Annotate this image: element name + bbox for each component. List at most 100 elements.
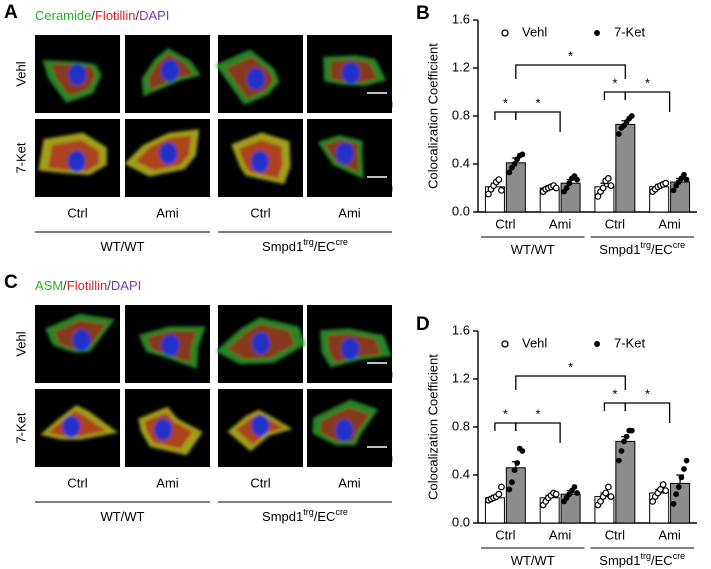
nucleus bbox=[161, 334, 180, 357]
legend-label: Vehl bbox=[522, 24, 547, 39]
data-point bbox=[604, 174, 612, 182]
group-label-part: /EC bbox=[314, 239, 336, 254]
group-label: Smpd1trg/ECcre bbox=[599, 240, 685, 257]
significance-label: * bbox=[503, 95, 508, 110]
panel-letter: C bbox=[4, 272, 18, 293]
significance-bracket bbox=[515, 111, 561, 132]
data-point bbox=[574, 176, 580, 183]
nucleus bbox=[159, 142, 178, 165]
data-point bbox=[506, 169, 513, 176]
group-label-part: Smpd1 bbox=[599, 242, 640, 257]
y-tick-label: 0.8 bbox=[452, 418, 470, 433]
data-point bbox=[509, 479, 515, 486]
data-point bbox=[628, 427, 635, 434]
stain-name: / bbox=[91, 8, 95, 23]
group-label-part: cre bbox=[673, 240, 686, 250]
nucleus bbox=[62, 415, 81, 438]
legend-marker bbox=[501, 29, 509, 37]
data-point bbox=[574, 490, 580, 496]
significance-label: * bbox=[612, 386, 617, 401]
scale-bar-label: 10um bbox=[361, 179, 394, 194]
data-point bbox=[604, 483, 612, 491]
y-tick-label: 1.2 bbox=[452, 59, 470, 74]
cell bbox=[42, 60, 102, 104]
cell bbox=[320, 328, 392, 368]
group-label-part: trg bbox=[303, 507, 314, 517]
legend-marker bbox=[501, 340, 509, 348]
stain-name: DAPI bbox=[139, 8, 169, 23]
data-point bbox=[563, 185, 570, 191]
stain-name: Flotillin bbox=[95, 8, 135, 23]
data-point bbox=[621, 438, 627, 445]
x-tick-label: Ctrl bbox=[605, 216, 625, 231]
x-tick-label: Ami bbox=[549, 527, 572, 542]
group-label-part: cre bbox=[335, 237, 348, 247]
data-point bbox=[552, 490, 560, 498]
significance-label: * bbox=[645, 75, 650, 90]
cell bbox=[124, 129, 200, 177]
x-tick-label: Ctrl bbox=[495, 216, 515, 231]
stain-name: / bbox=[63, 278, 67, 293]
data-point bbox=[566, 180, 573, 187]
cell bbox=[141, 48, 202, 97]
panel-letter: A bbox=[4, 2, 18, 23]
group-label: WT/WT bbox=[511, 553, 555, 568]
nucleus bbox=[160, 59, 179, 82]
column-label: Ctrl bbox=[67, 205, 87, 220]
significance-label: * bbox=[612, 75, 617, 90]
data-point bbox=[495, 176, 503, 184]
data-point bbox=[681, 466, 687, 472]
nucleus bbox=[251, 414, 270, 437]
column-label: Ctrl bbox=[67, 475, 87, 490]
data-point bbox=[552, 184, 560, 192]
nucleus bbox=[68, 63, 87, 86]
group-label-part: Smpd1 bbox=[599, 553, 640, 568]
significance-label: * bbox=[568, 48, 573, 63]
group-label-part: Smpd1 bbox=[262, 239, 303, 254]
significance-bracket bbox=[515, 375, 626, 390]
significance-bracket bbox=[603, 91, 626, 100]
panel-letter: B bbox=[416, 3, 430, 24]
significance-bracket bbox=[494, 111, 517, 120]
data-point bbox=[607, 182, 615, 190]
group-label-part: Smpd1 bbox=[262, 509, 303, 524]
group-label: Smpd1trg/ECcre bbox=[262, 237, 348, 254]
group-label-part: /EC bbox=[314, 509, 336, 524]
significance-bracket bbox=[515, 64, 626, 79]
cell bbox=[231, 132, 291, 185]
data-point bbox=[607, 493, 615, 501]
y-tick-label: 1.6 bbox=[452, 322, 470, 337]
scale-bar-label: 10um bbox=[361, 365, 394, 380]
data-point bbox=[498, 186, 505, 194]
x-tick-label: Ctrl bbox=[495, 527, 515, 542]
group-label-part: WT/WT bbox=[511, 553, 555, 568]
data-point bbox=[659, 481, 667, 489]
column-label: Ami bbox=[156, 205, 179, 220]
group-label-part: WT/WT bbox=[100, 239, 144, 254]
significance-label: * bbox=[535, 95, 540, 110]
group-label-part: /EC bbox=[651, 242, 673, 257]
row-label: Vehl bbox=[13, 331, 28, 356]
x-tick-label: Ami bbox=[658, 527, 681, 542]
column-label: Ami bbox=[156, 475, 179, 490]
legend-label: Vehl bbox=[522, 335, 547, 350]
x-tick-label: Ctrl bbox=[605, 527, 625, 542]
significance-bracket bbox=[494, 422, 517, 431]
y-tick-label: 1.2 bbox=[452, 370, 470, 385]
data-point bbox=[599, 184, 607, 192]
cell bbox=[227, 409, 293, 452]
stain-name: / bbox=[107, 278, 111, 293]
group-label-part: cre bbox=[335, 507, 348, 517]
column-label: Ctrl bbox=[250, 475, 270, 490]
data-point bbox=[623, 433, 630, 440]
cell bbox=[312, 399, 379, 446]
data-point bbox=[571, 484, 578, 490]
x-tick-label: Ami bbox=[658, 216, 681, 231]
data-point bbox=[519, 448, 526, 454]
stain-legend: Ceramide/Flotillin/DAPI bbox=[35, 8, 169, 23]
data-point bbox=[495, 490, 503, 498]
data-point bbox=[675, 484, 682, 490]
group-label-part: WT/WT bbox=[100, 509, 144, 524]
data-point bbox=[618, 448, 625, 454]
row-label: 7-Ket bbox=[13, 412, 28, 443]
